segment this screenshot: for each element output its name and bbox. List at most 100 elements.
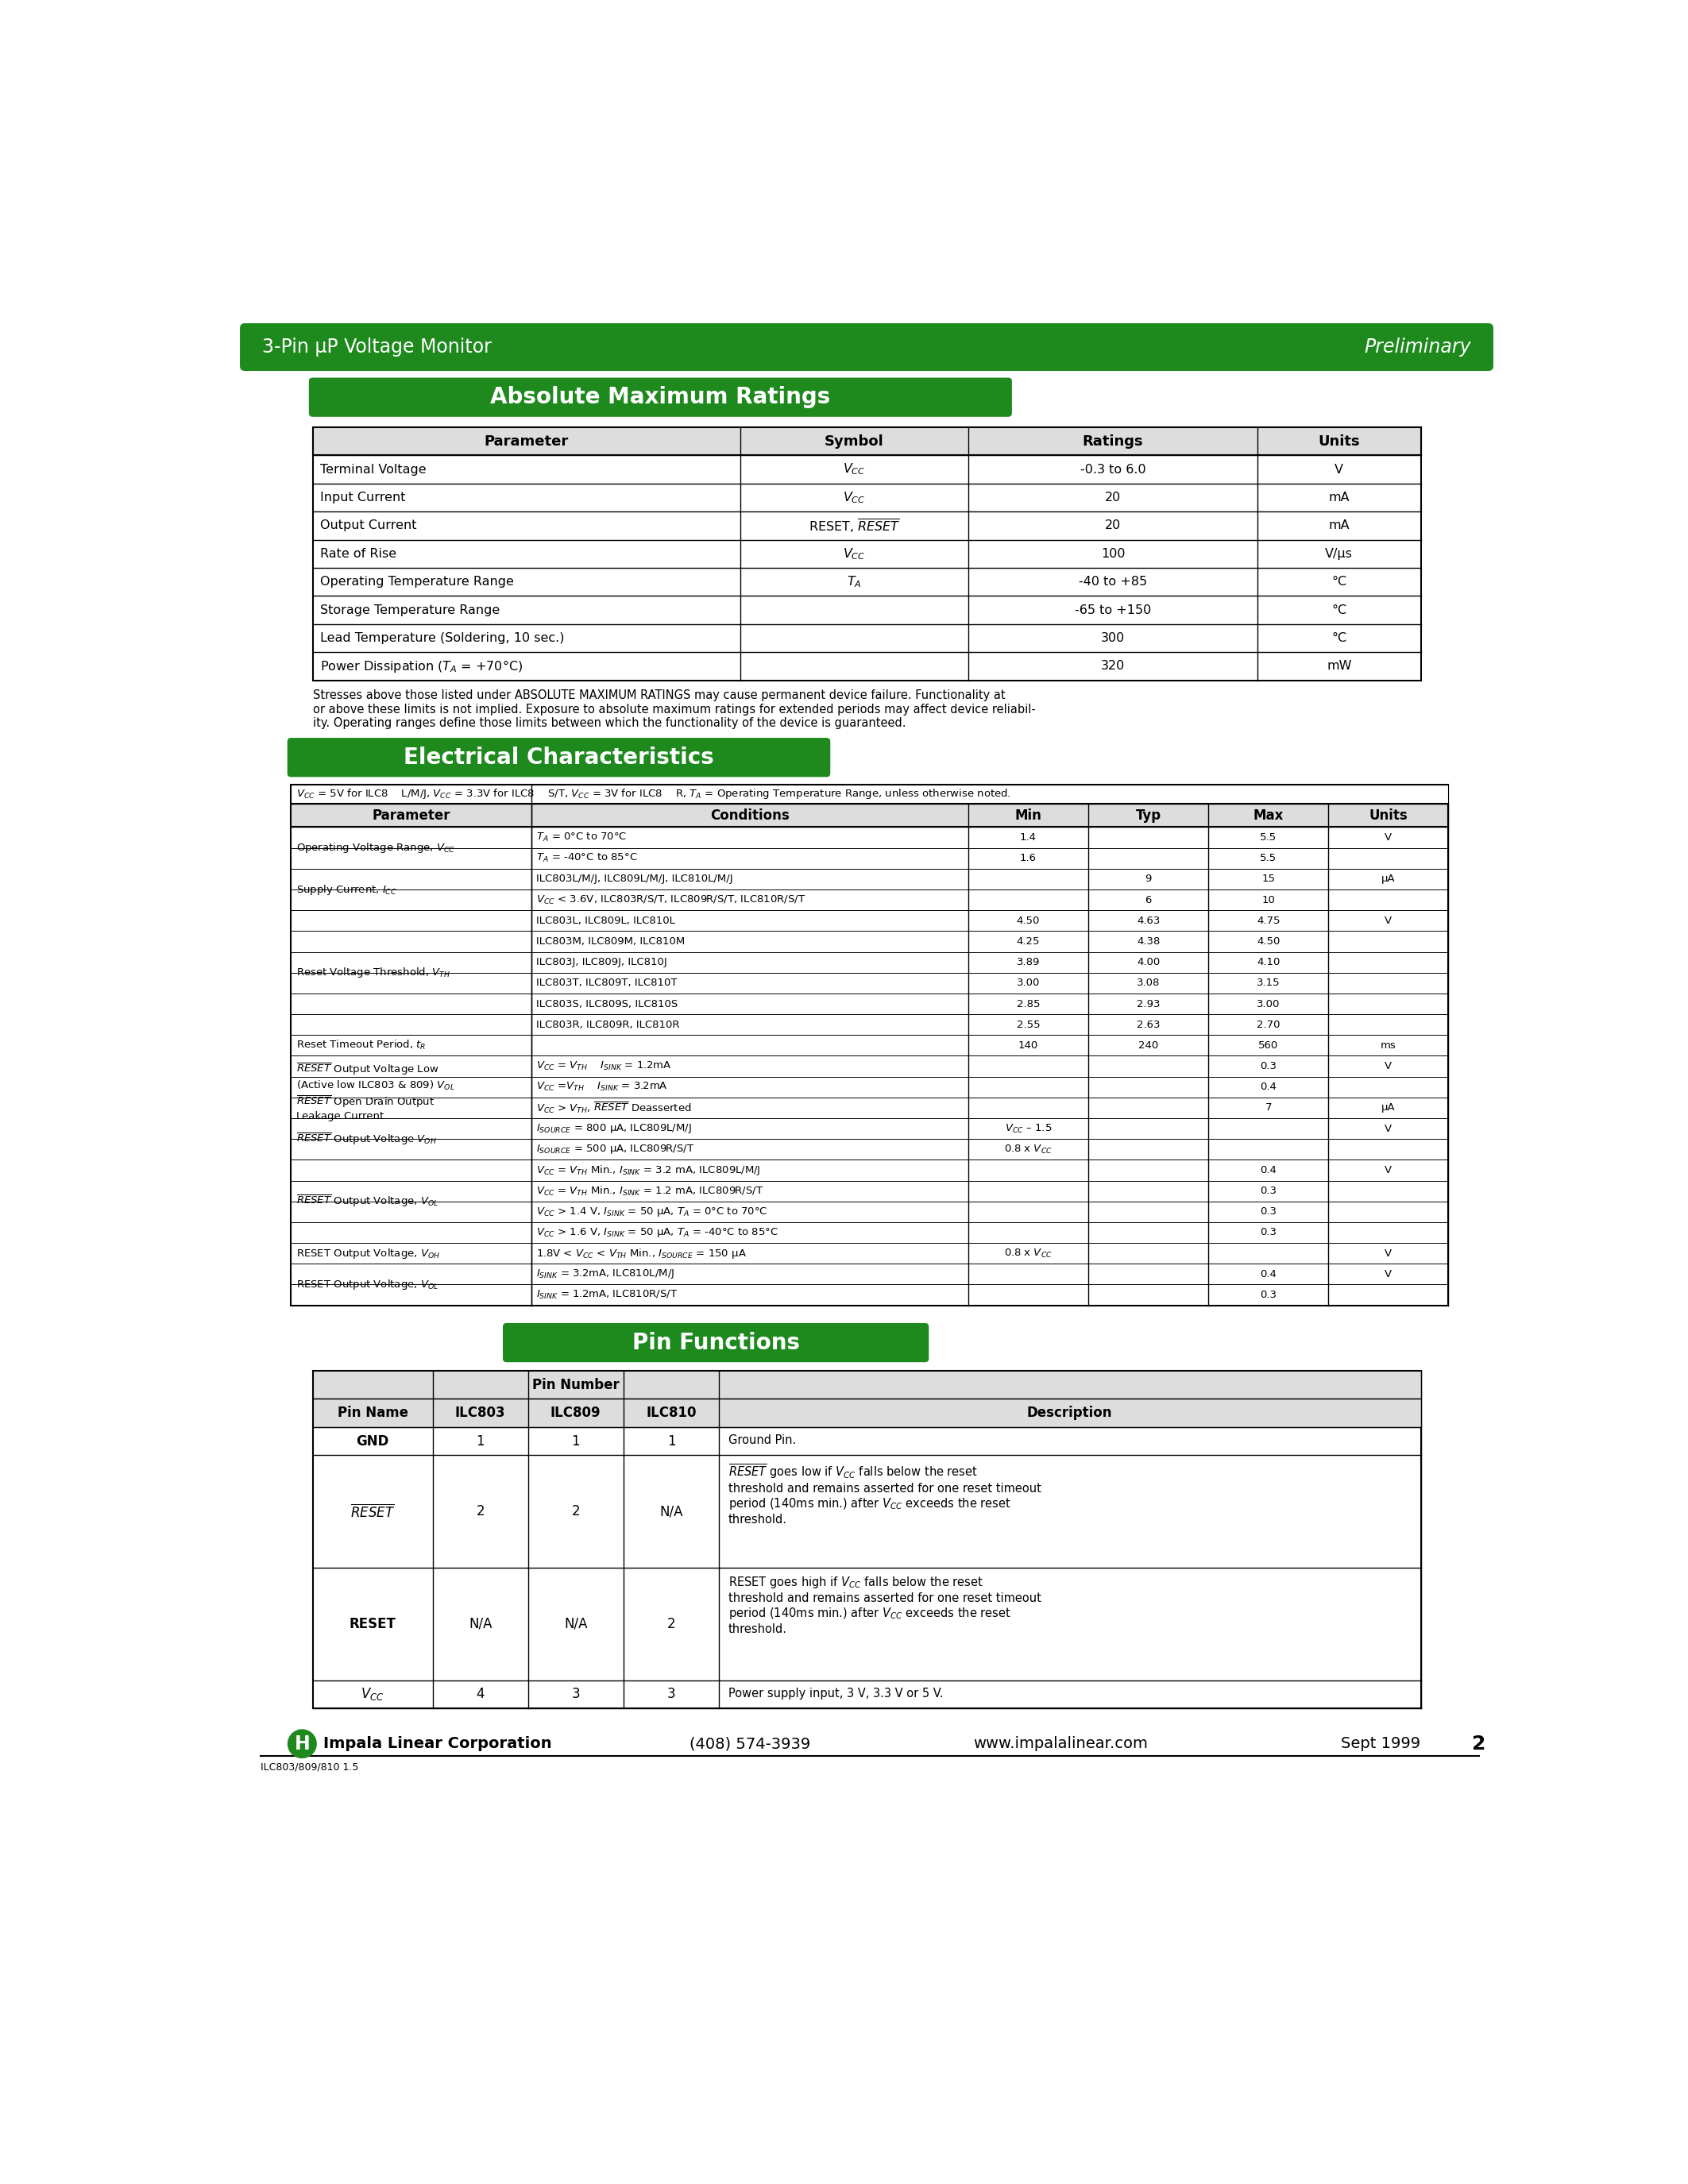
Bar	[290, 804, 1448, 828]
Text: H: H	[294, 1734, 311, 1754]
Text: 0.3: 0.3	[1259, 1227, 1276, 1238]
Text: 2.70: 2.70	[1256, 1020, 1280, 1031]
Text: Terminal Voltage: Terminal Voltage	[321, 463, 425, 476]
Text: 140: 140	[1018, 1040, 1038, 1051]
Text: 3.00: 3.00	[1016, 978, 1040, 987]
Text: $I_{SINK}$ = 1.2mA, ILC810R/S/T: $I_{SINK}$ = 1.2mA, ILC810R/S/T	[537, 1289, 679, 1302]
Text: Pin Name: Pin Name	[338, 1406, 408, 1420]
Text: 4.10: 4.10	[1256, 957, 1280, 968]
Text: 1.6: 1.6	[1020, 854, 1036, 863]
Text: 9: 9	[1144, 874, 1151, 885]
Text: (408) 574-3939: (408) 574-3939	[689, 1736, 810, 1752]
Text: 0.8 x $V_{CC}$: 0.8 x $V_{CC}$	[1004, 1247, 1052, 1260]
Text: 0.4: 0.4	[1259, 1269, 1276, 1280]
Text: $\overline{RESET}$ Output Voltage $V_{OH}$: $\overline{RESET}$ Output Voltage $V_{OH…	[295, 1131, 437, 1147]
Text: 20: 20	[1106, 491, 1121, 505]
Text: Impala Linear Corporation: Impala Linear Corporation	[324, 1736, 552, 1752]
Text: GND: GND	[356, 1435, 388, 1448]
Text: $V_{CC}$ > 1.4 V, $I_{SINK}$ = 50 μA, $T_A$ = 0°C to 70°C: $V_{CC}$ > 1.4 V, $I_{SINK}$ = 50 μA, $T…	[537, 1206, 768, 1219]
Text: mA: mA	[1328, 491, 1350, 505]
Text: Ground Pin.: Ground Pin.	[728, 1435, 795, 1446]
Text: Units: Units	[1369, 808, 1408, 823]
Text: Parameter: Parameter	[371, 808, 451, 823]
Text: 15: 15	[1261, 874, 1274, 885]
Text: Parameter: Parameter	[484, 435, 569, 448]
Text: Description: Description	[1026, 1406, 1112, 1420]
Text: 4.50: 4.50	[1256, 937, 1280, 946]
Text: $I_{SOURCE}$ = 800 μA, ILC809L/M/J: $I_{SOURCE}$ = 800 μA, ILC809L/M/J	[537, 1123, 692, 1136]
Text: 4.25: 4.25	[1016, 937, 1040, 946]
Text: 0.4: 0.4	[1259, 1081, 1276, 1092]
Text: ILC803L/M/J, ILC809L/M/J, ILC810L/M/J: ILC803L/M/J, ILC809L/M/J, ILC810L/M/J	[537, 874, 733, 885]
Text: 3.00: 3.00	[1256, 998, 1280, 1009]
Text: -65 to +150: -65 to +150	[1075, 605, 1151, 616]
Text: Reset Voltage Threshold, $V_{TH}$: Reset Voltage Threshold, $V_{TH}$	[295, 965, 451, 978]
Text: Stresses above those listed under ABSOLUTE MAXIMUM RATINGS may cause permanent d: Stresses above those listed under ABSOLU…	[312, 690, 1035, 729]
Text: 4.38: 4.38	[1136, 937, 1160, 946]
Text: Absolute Maximum Ratings: Absolute Maximum Ratings	[490, 387, 830, 408]
Text: 5.5: 5.5	[1259, 832, 1276, 843]
Text: V: V	[1384, 1164, 1393, 1175]
Text: www.impalalinear.com: www.impalalinear.com	[974, 1736, 1148, 1752]
Text: 0.3: 0.3	[1259, 1291, 1276, 1299]
Text: 0.3: 0.3	[1259, 1186, 1276, 1197]
Text: V: V	[1384, 1123, 1393, 1133]
Text: ILC803M, ILC809M, ILC810M: ILC803M, ILC809M, ILC810M	[537, 937, 685, 946]
Text: V: V	[1384, 1061, 1393, 1072]
Text: RESET: RESET	[349, 1616, 397, 1631]
Text: 3.08: 3.08	[1136, 978, 1160, 987]
Text: $V_{CC}$ =$V_{TH}$    $I_{SINK}$ = 3.2mA: $V_{CC}$ =$V_{TH}$ $I_{SINK}$ = 3.2mA	[537, 1081, 668, 1092]
Text: 2: 2	[667, 1616, 675, 1631]
Text: ILC803S, ILC809S, ILC810S: ILC803S, ILC809S, ILC810S	[537, 998, 677, 1009]
Text: Ratings: Ratings	[1082, 435, 1143, 448]
Text: 1: 1	[667, 1435, 675, 1448]
Text: $T_A$ = -40°C to 85°C: $T_A$ = -40°C to 85°C	[537, 852, 638, 865]
Text: Electrical Characteristics: Electrical Characteristics	[403, 747, 714, 769]
Text: Conditions: Conditions	[711, 808, 790, 823]
Text: 3: 3	[572, 1686, 581, 1701]
Text: Storage Temperature Range: Storage Temperature Range	[321, 605, 500, 616]
Text: 320: 320	[1101, 660, 1124, 673]
Text: V/μs: V/μs	[1325, 548, 1354, 559]
Text: Units: Units	[1318, 435, 1361, 448]
FancyBboxPatch shape	[240, 323, 1494, 371]
Text: Supply Current, $I_{CC}$: Supply Current, $I_{CC}$	[295, 882, 397, 895]
Text: 7: 7	[1264, 1103, 1271, 1114]
Text: ILC803: ILC803	[456, 1406, 506, 1420]
Text: 100: 100	[1101, 548, 1124, 559]
Text: -40 to +85: -40 to +85	[1079, 577, 1148, 587]
Text: $T_A$: $T_A$	[847, 574, 861, 590]
Text: 0.3: 0.3	[1259, 1206, 1276, 1216]
Text: 6: 6	[1144, 895, 1151, 904]
Text: 1: 1	[476, 1435, 484, 1448]
Text: $T_A$ = 0°C to 70°C: $T_A$ = 0°C to 70°C	[537, 832, 626, 843]
Text: $V_{CC}$ < 3.6V, ILC803R/S/T, ILC809R/S/T, ILC810R/S/T: $V_{CC}$ < 3.6V, ILC803R/S/T, ILC809R/S/…	[537, 893, 805, 906]
FancyBboxPatch shape	[503, 1324, 928, 1363]
FancyBboxPatch shape	[287, 738, 830, 778]
Text: ILC803L, ILC809L, ILC810L: ILC803L, ILC809L, ILC810L	[537, 915, 675, 926]
Text: Typ: Typ	[1136, 808, 1161, 823]
FancyBboxPatch shape	[309, 378, 1011, 417]
Text: N/A: N/A	[564, 1616, 587, 1631]
Text: $V_{CC}$: $V_{CC}$	[842, 463, 866, 476]
Text: Power supply input, 3 V, 3.3 V or 5 V.: Power supply input, 3 V, 3.3 V or 5 V.	[728, 1688, 944, 1699]
Text: $\overline{RESET}$ Output Voltage Low
(Active low ILC803 & 809) $V_{OL}$: $\overline{RESET}$ Output Voltage Low (A…	[295, 1061, 454, 1092]
Text: $V_{CC}$ = $V_{TH}$    $I_{SINK}$ = 1.2mA: $V_{CC}$ = $V_{TH}$ $I_{SINK}$ = 1.2mA	[537, 1059, 672, 1072]
Text: 3.89: 3.89	[1016, 957, 1040, 968]
Text: $V_{CC}$ > $V_{TH}$, $\overline{RESET}$ Deasserted: $V_{CC}$ > $V_{TH}$, $\overline{RESET}$ …	[537, 1101, 692, 1116]
Text: V: V	[1384, 1269, 1393, 1280]
Text: $V_{CC}$ – 1.5: $V_{CC}$ – 1.5	[1004, 1123, 1052, 1136]
Text: 2: 2	[572, 1505, 581, 1518]
Text: $\overline{RESET}$ Output Voltage, $V_{OL}$: $\overline{RESET}$ Output Voltage, $V_{O…	[295, 1195, 439, 1210]
Text: V: V	[1384, 1249, 1393, 1258]
Text: V: V	[1384, 915, 1393, 926]
Text: RESET Output Voltage, $V_{OH}$: RESET Output Voltage, $V_{OH}$	[295, 1247, 441, 1260]
Text: RESET goes high if $V_{CC}$ falls below the reset
threshold and remains asserted: RESET goes high if $V_{CC}$ falls below …	[728, 1575, 1041, 1636]
Text: N/A: N/A	[469, 1616, 493, 1631]
Text: μA: μA	[1381, 1103, 1396, 1114]
Text: 0.3: 0.3	[1259, 1061, 1276, 1072]
Text: Symbol: Symbol	[825, 435, 885, 448]
Text: 240: 240	[1138, 1040, 1158, 1051]
Text: $V_{CC}$ = $V_{TH}$ Min., $I_{SINK}$ = 1.2 mA, ILC809R/S/T: $V_{CC}$ = $V_{TH}$ Min., $I_{SINK}$ = 1…	[537, 1184, 763, 1197]
Text: ILC803J, ILC809J, ILC810J: ILC803J, ILC809J, ILC810J	[537, 957, 667, 968]
